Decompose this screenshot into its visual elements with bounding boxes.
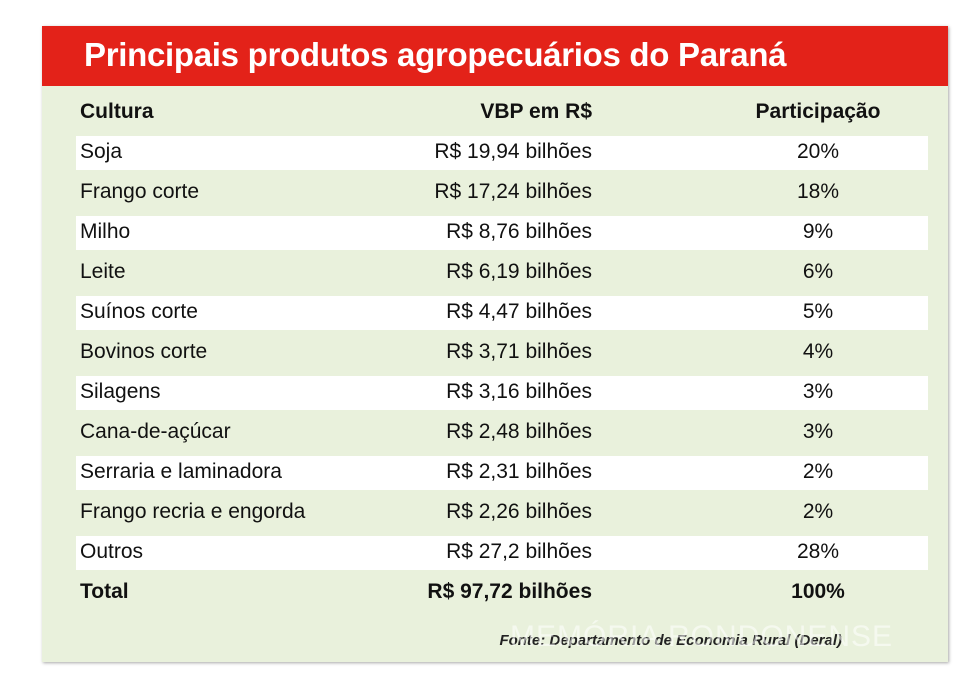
participacao-cell: 20% — [796, 140, 840, 163]
vbp-cell: R$ 97,72 bilhões — [427, 580, 592, 603]
table-row: Milho R$ 8,76 bilhões 9% — [76, 216, 928, 250]
table-row: Frango recria e engorda R$ 2,26 bilhões 2% — [76, 496, 928, 530]
cultura-cell: Leite — [80, 260, 126, 283]
table-total-row: Total R$ 97,72 bilhões 100% — [76, 576, 928, 610]
table-row: Cana-de-açúcar R$ 2,48 bilhões 3% — [76, 416, 928, 450]
cultura-cell: Soja — [80, 140, 123, 163]
participacao-cell: 100% — [791, 580, 845, 603]
table-row: Bovinos corte R$ 3,71 bilhões 4% — [76, 336, 928, 370]
cultura-cell: Milho — [80, 220, 131, 243]
vbp-cell: R$ 8,76 bilhões — [446, 220, 592, 243]
vbp-cell: R$ 17,24 bilhões — [434, 180, 592, 203]
source-note: Fonte: Departamento de Economia Rural (D… — [499, 632, 842, 649]
vbp-cell: R$ 19,94 bilhões — [434, 140, 592, 163]
table-title: Principais produtos agropecuários do Par… — [84, 36, 787, 73]
vbp-cell: R$ 6,19 bilhões — [446, 260, 592, 283]
cultura-cell: Suínos corte — [80, 300, 198, 323]
participacao-cell: Participação — [755, 100, 881, 123]
participacao-cell: 18% — [796, 180, 840, 203]
participacao-cell: 2% — [802, 500, 834, 523]
table-card: Principais produtos agropecuários do Par… — [42, 26, 948, 662]
participacao-cell: 28% — [796, 540, 840, 563]
participacao-cell: 9% — [802, 220, 834, 243]
participacao-cell: 3% — [802, 420, 834, 443]
vbp-cell: R$ 2,26 bilhões — [446, 500, 592, 523]
table-row: Soja R$ 19,94 bilhões 20% — [76, 136, 928, 170]
cultura-cell: Bovinos corte — [80, 340, 208, 363]
cultura-cell: Cultura — [80, 100, 154, 123]
table-row: Outros R$ 27,2 bilhões 28% — [76, 536, 928, 570]
participacao-cell: 6% — [802, 260, 834, 283]
vbp-cell: R$ 2,48 bilhões — [446, 420, 592, 443]
vbp-cell: VBP em R$ — [480, 100, 592, 123]
vbp-cell: R$ 3,71 bilhões — [446, 340, 592, 363]
cultura-cell: Outros — [80, 540, 144, 563]
vbp-cell: R$ 2,31 bilhões — [446, 460, 592, 483]
vbp-cell: R$ 27,2 bilhões — [446, 540, 592, 563]
cultura-cell: Cana-de-açúcar — [80, 420, 231, 443]
cultura-cell: Silagens — [80, 380, 161, 403]
vbp-cell: R$ 4,47 bilhões — [446, 300, 592, 323]
table-row: Leite R$ 6,19 bilhões 6% — [76, 256, 928, 290]
table-row: Serraria e laminadora R$ 2,31 bilhões 2% — [76, 456, 928, 490]
title-banner: Principais produtos agropecuários do Par… — [42, 26, 948, 86]
participacao-cell: 5% — [802, 300, 834, 323]
cultura-cell: Frango corte — [80, 180, 200, 203]
table-header-row: Cultura VBP em R$ Participação — [76, 96, 928, 130]
vbp-cell: R$ 3,16 bilhões — [446, 380, 592, 403]
watermark: MEMÓRIA RONDONENSE — [510, 620, 894, 653]
cultura-cell: Serraria e laminadora — [80, 460, 282, 483]
table-row: Frango corte R$ 17,24 bilhões 18% — [76, 176, 928, 210]
participacao-cell: 2% — [802, 460, 834, 483]
table-row: Suínos corte R$ 4,47 bilhões 5% — [76, 296, 928, 330]
cultura-cell: Total — [80, 580, 129, 603]
participacao-cell: 4% — [802, 340, 834, 363]
table-row: Silagens R$ 3,16 bilhões 3% — [76, 376, 928, 410]
cultura-cell: Frango recria e engorda — [80, 500, 306, 523]
participacao-cell: 3% — [802, 380, 834, 403]
